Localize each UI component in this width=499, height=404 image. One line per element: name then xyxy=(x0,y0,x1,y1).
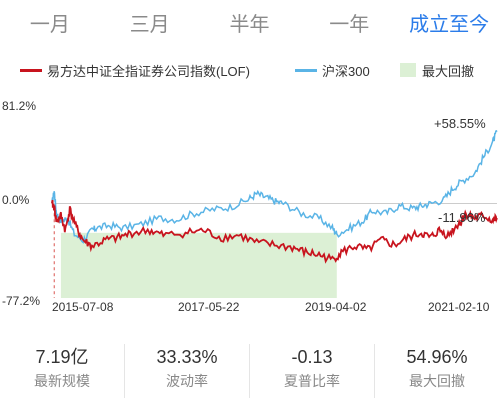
stat-scale-label: 最新规模 xyxy=(34,373,90,389)
legend-swatch-index xyxy=(295,68,317,72)
x-tick-3: 2019-04-02 xyxy=(305,300,367,314)
end-label-index: +58.55% xyxy=(434,116,486,131)
legend-label-drawdown: 最大回撤 xyxy=(422,63,475,79)
legend-item-fund: 易方达中证全指证券公司指数(LOF) xyxy=(20,58,250,82)
y-tick-top: 81.2% xyxy=(2,99,36,113)
stat-max-drawdown-label: 最大回撤 xyxy=(409,373,465,389)
chart-legend: 易方达中证全指证券公司指数(LOF) 沪深300 最大回撤 xyxy=(0,58,499,82)
end-label-fund: -11.96% xyxy=(438,210,486,225)
legend-label-fund: 易方达中证全指证券公司指数(LOF) xyxy=(47,63,250,79)
tab-one-year[interactable]: 一年 xyxy=(329,14,370,36)
stats-bar: 7.19亿 最新规模 33.33% 波动率 -0.13 夏普比率 54.96% … xyxy=(0,338,499,404)
legend-label-index: 沪深300 xyxy=(322,63,370,79)
stat-sharpe: -0.13 夏普比率 xyxy=(249,344,374,398)
x-tick-1: 2015-07-08 xyxy=(52,300,114,314)
stat-max-drawdown: 54.96% 最大回撤 xyxy=(374,344,499,398)
tab-half-year[interactable]: 半年 xyxy=(229,14,270,36)
stat-scale: 7.19亿 最新规模 xyxy=(0,344,124,398)
stat-volatility-label: 波动率 xyxy=(166,373,208,389)
legend-item-drawdown: 最大回撤 xyxy=(400,58,474,82)
legend-swatch-drawdown xyxy=(400,63,416,77)
y-tick-bottom: -77.2% xyxy=(2,294,40,308)
performance-chart: 81.2% 0.0% -77.2% 2015-07-08 2017-05-22 … xyxy=(2,99,498,314)
y-tick-zero: 0.0% xyxy=(2,193,30,207)
max-drawdown-area xyxy=(60,232,337,298)
stat-scale-value: 7.19亿 xyxy=(35,347,89,367)
x-tick-2: 2017-05-22 xyxy=(178,300,240,314)
series-line-fund xyxy=(51,199,498,264)
tab-one-month[interactable]: 一月 xyxy=(29,14,70,36)
period-tabs: 一月 三月 半年 一年 成立至今 xyxy=(0,0,499,52)
stat-max-drawdown-value: 54.96% xyxy=(406,347,468,367)
series-line-index xyxy=(51,129,498,244)
legend-item-index: 沪深300 xyxy=(295,58,370,82)
stat-volatility-value: 33.33% xyxy=(156,347,218,367)
x-tick-4: 2021-02-10 xyxy=(428,300,490,314)
tab-three-months[interactable]: 三月 xyxy=(129,14,170,36)
stat-volatility: 33.33% 波动率 xyxy=(124,344,249,398)
stat-sharpe-label: 夏普比率 xyxy=(284,373,340,389)
stat-sharpe-value: -0.13 xyxy=(291,347,333,367)
legend-swatch-fund xyxy=(20,68,42,72)
tab-since-inception[interactable]: 成立至今 xyxy=(409,14,490,36)
